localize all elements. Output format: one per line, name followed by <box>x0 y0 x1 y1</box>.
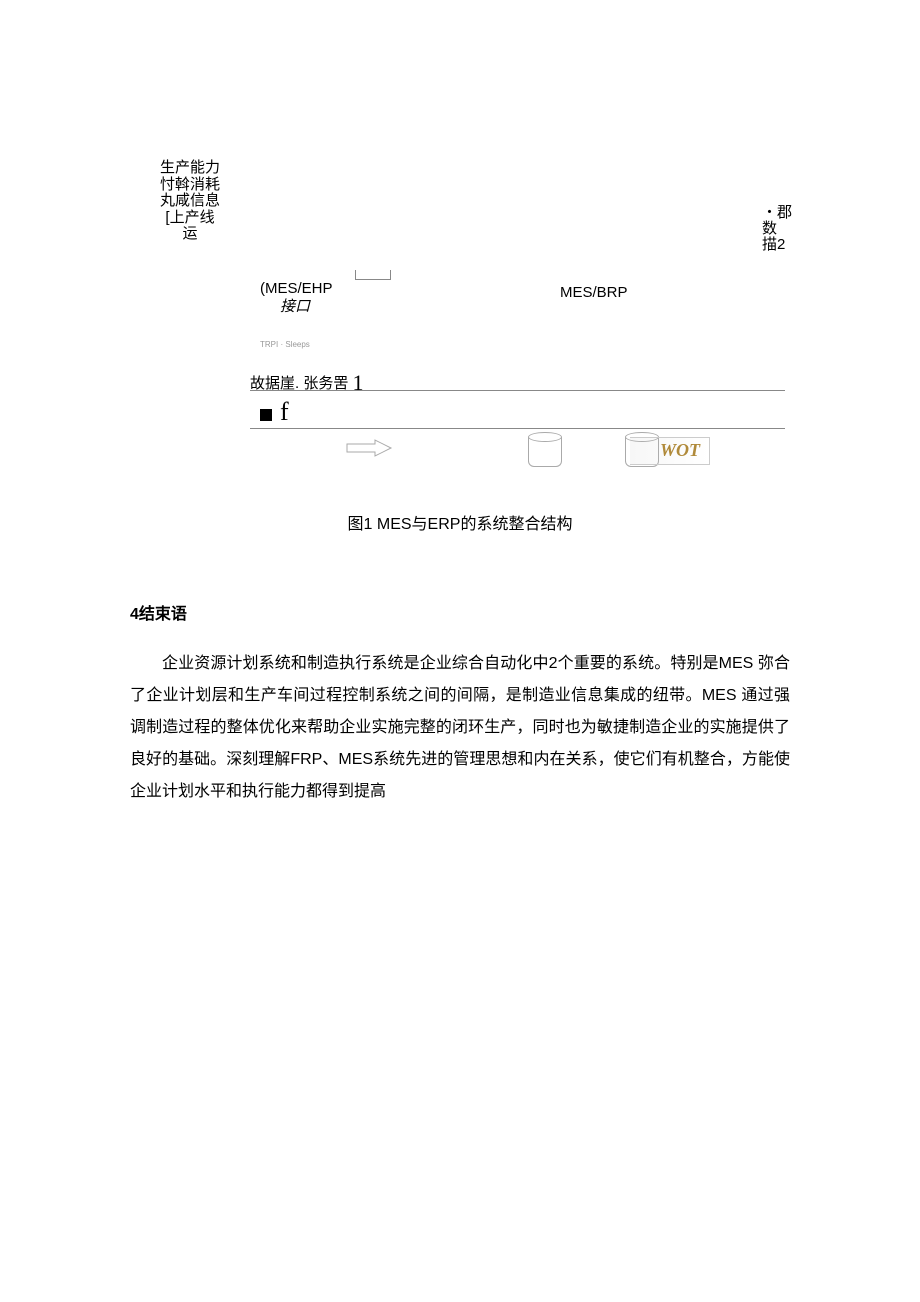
label-mes-brp: MES/BRP <box>560 284 628 301</box>
label-one: 1 <box>353 370 364 395</box>
cylinder-1-body-icon <box>528 437 562 467</box>
label-tcpi: TRPI · Sleeps <box>260 340 310 349</box>
stack-line-4: [上产线 <box>130 210 250 227</box>
stack-line-2: 忖斡消耗 <box>130 177 250 194</box>
stack-line-1: 生产能力 <box>130 160 250 177</box>
section-heading: 4结束语 <box>130 600 790 624</box>
divider-line-upper <box>250 390 785 391</box>
diagram-text-stack: 生产能力 忖斡消耗 丸咸信息 [上产线 运 <box>130 160 250 243</box>
arrow-shape-icon <box>345 438 395 458</box>
label-bu-shu: ‧郡数 描2 <box>762 205 802 252</box>
label-interface: 接口 <box>280 298 310 315</box>
stack-line-5: 运 <box>130 226 250 243</box>
figure-caption: 图1 MES与ERP的系统整合结构 <box>130 510 790 534</box>
bu-shu-l2: 描2 <box>762 236 785 253</box>
stack-line-3: 丸咸信息 <box>130 193 250 210</box>
diagram-figure: 生产能力 忖斡消耗 丸咸信息 [上产线 运 (MES/EHP 接口 MES/BR… <box>130 160 790 540</box>
label-f: f <box>280 397 289 427</box>
label-mes-ehp: (MES/EHP <box>260 280 333 297</box>
label-guju: 故据崖. 张务罟 1 <box>250 370 364 395</box>
divider-line-lower <box>250 428 785 429</box>
square-bullet-icon <box>260 409 272 421</box>
diagram-small-box <box>355 270 391 280</box>
label-wor: WOT <box>660 440 700 461</box>
conclusion-paragraph: 企业资源计划系统和制造执行系统是企业综合自动化中2个重要的系统。特别是MES 弥… <box>130 648 790 808</box>
bu-shu-l1: ‧郡数 <box>762 204 792 237</box>
